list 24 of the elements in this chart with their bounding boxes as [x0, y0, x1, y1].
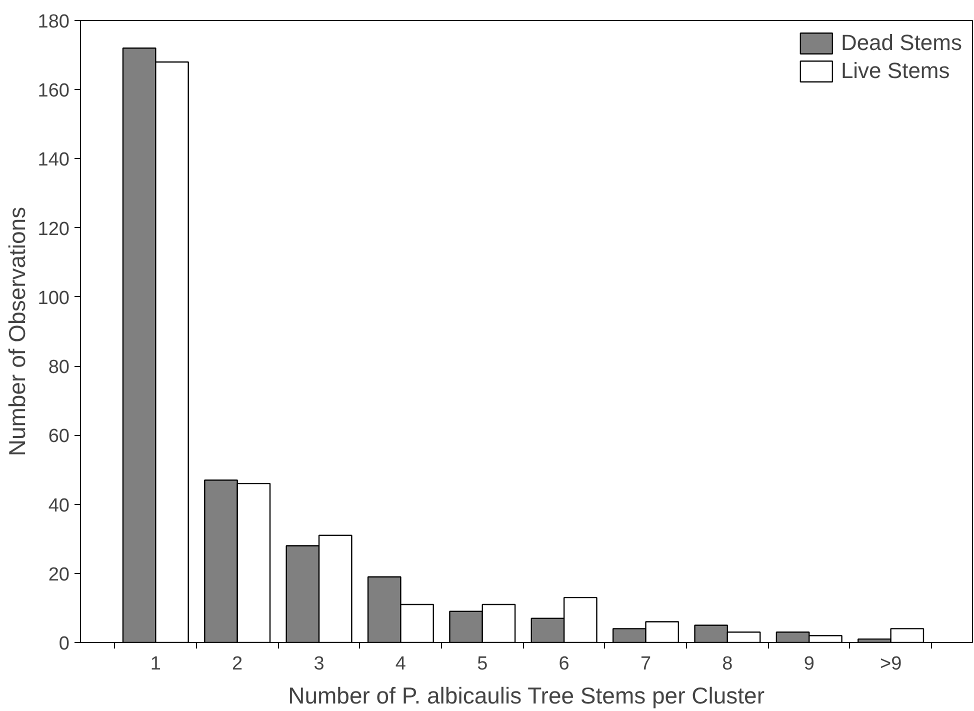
x-tick-label: 1	[150, 654, 161, 674]
y-tick-label: 140	[38, 150, 70, 171]
x-tick-label: 9	[804, 654, 814, 674]
x-tick-label: >9	[880, 654, 902, 674]
x-tick-label: 8	[722, 654, 733, 674]
y-tick-label: 180	[38, 12, 70, 32]
y-axis-title: Number of Observations	[4, 206, 30, 456]
y-tick-label: 100	[38, 288, 70, 309]
y-tick-label: 160	[38, 80, 70, 102]
y-tick-label: 120	[38, 218, 70, 240]
y-tick-label: 20	[48, 564, 70, 586]
y-tick-label: 80	[48, 357, 70, 378]
y-tick-label: 60	[48, 426, 70, 448]
y-tick-label: 40	[48, 495, 70, 516]
x-tick-label: 3	[314, 654, 324, 674]
y-tick-label: 0	[58, 634, 70, 654]
x-tick-label: 2	[232, 654, 243, 674]
x-tick-label: 6	[558, 654, 570, 674]
legend-label: Dead Stems	[840, 30, 962, 56]
legend-label: Live Stems	[840, 58, 950, 84]
x-tick-label: 5	[477, 654, 488, 674]
x-tick-label: 7	[640, 654, 652, 674]
x-tick-label: 4	[395, 654, 406, 674]
x-axis-title: Number of P. albicaulis Tree Stems per Cluster	[288, 682, 765, 708]
